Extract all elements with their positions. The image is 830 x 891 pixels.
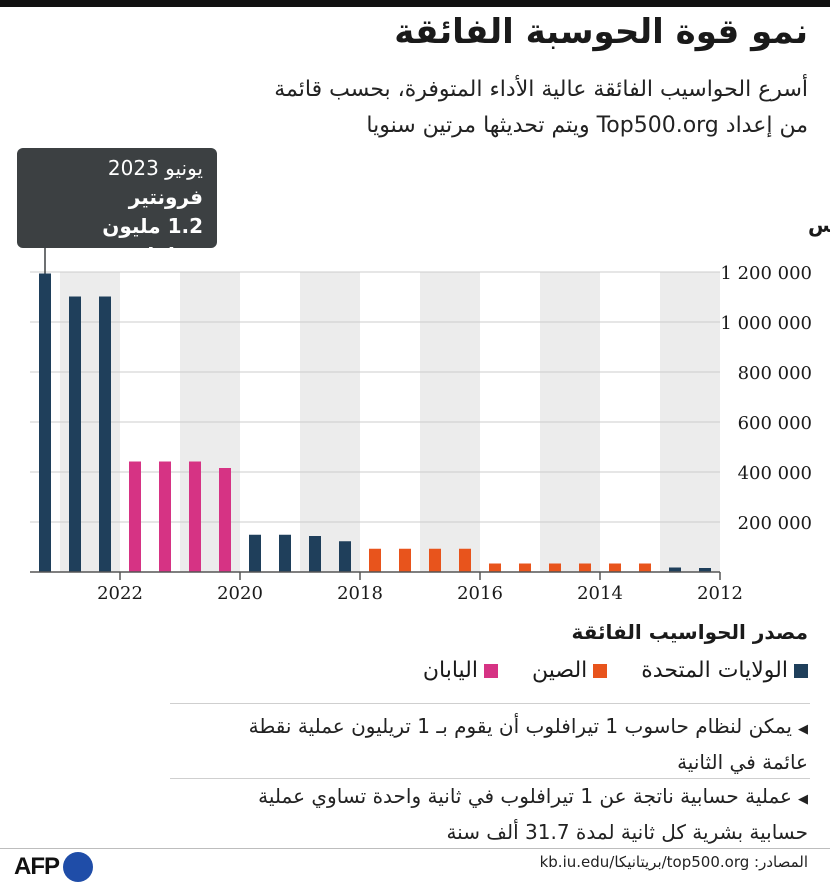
divider [170,703,810,704]
afp-logo-dot [63,852,93,882]
bar [399,548,411,572]
legend-label-china: الصين [532,658,588,683]
x-tick-label: 2018 [337,583,383,604]
chart-subtitle: أسرع الحواسيب الفائقة عالية الأداء المتو… [274,77,808,138]
bar [219,468,231,572]
bar [339,541,351,572]
legend-swatch-usa [794,663,808,678]
bar [309,536,321,572]
x-tick-label: 2016 [457,583,503,604]
note-human-equivalent: ◀عملية حسابية ناتجة عن 1 تيرافلوب في ثان… [218,780,808,848]
note-text: يمكن لنظام حاسوب 1 تيرافلوب أن يقوم بـ 1… [248,714,808,774]
bar [129,461,141,572]
legend: الولايات المتحدة الصين اليابان [423,658,808,683]
gridlines [30,271,720,523]
x-tick-label: 2020 [217,583,263,604]
legend-title: مصدر الحواسيب الفائقة [571,620,808,644]
divider [170,778,810,779]
afp-logo-text: AFP [14,853,60,880]
bar [39,273,51,572]
callout-name: فرونتير [128,185,203,209]
frontier-callout: يونيو 2023 فرونتير 1.2 مليون تيرافلوب [17,148,217,267]
x-tick-label: 2012 [697,583,743,604]
bar [549,563,561,572]
bar [279,534,291,572]
bar [159,461,171,572]
legend-swatch-china [593,663,608,678]
y-tick-label: 800 000 [738,363,812,384]
x-tick-labels: 2022 2020 2018 2016 2014 2012 [97,572,743,604]
y-tick-labels: 200 000 400 000 600 000 800 000 1 000 000 1 2… [720,263,812,534]
legend-label-usa: الولايات المتحدة [641,658,788,683]
bar [699,568,711,572]
chart-title: نمو قوة الحوسبة الفائقة [394,12,808,52]
x-tick-label: 2014 [577,583,623,604]
note-text: عملية حسابية ناتجة عن 1 تيرافلوب في ثاني… [258,784,808,844]
bar [669,567,681,572]
legend-swatch-japan [484,663,498,678]
source-credit: المصادر: top500.org/بريتانيكا/kb.iu.edu [539,853,808,871]
bar [249,534,261,572]
y-tick-label: 600 000 [738,413,812,434]
legend-item-china: الصين [532,658,608,683]
bar [429,548,441,572]
footer-divider [0,848,830,849]
bar [99,296,111,572]
bar [369,548,381,572]
bar [69,296,81,572]
legend-label-japan: اليابان [422,658,478,683]
bar-chart: 200 000 400 000 600 000 800 000 1 000 000 1 2… [30,213,830,604]
x-tick-label: 2022 [97,583,143,604]
top-bar [0,0,830,7]
bar [609,563,621,572]
bullet-icon: ◀ [798,792,808,807]
y-tick-label: 1 200 000 [720,263,812,284]
y-axis-label: تيرافلوبس [808,213,830,237]
y-tick-label: 200 000 [738,513,812,534]
bars [39,273,711,572]
bar [459,548,471,572]
bar [639,563,651,572]
bar [489,563,501,572]
bar [579,563,591,572]
note-teraflop: ◀يمكن لنظام حاسوب 1 تيرافلوب أن يقوم بـ … [218,710,808,778]
legend-item-japan: اليابان [423,658,498,683]
callout-value: 1.2 مليون تيرافلوب [102,214,203,267]
bar [189,461,201,572]
bar [519,563,531,572]
callout-date: يونيو 2023 [107,156,203,180]
y-tick-label: 400 000 [738,463,812,484]
afp-logo: AFP [14,852,93,882]
y-tick-label: 1 000 000 [720,313,812,334]
bullet-icon: ◀ [798,722,808,737]
legend-item-usa: الولايات المتحدة [641,658,808,683]
